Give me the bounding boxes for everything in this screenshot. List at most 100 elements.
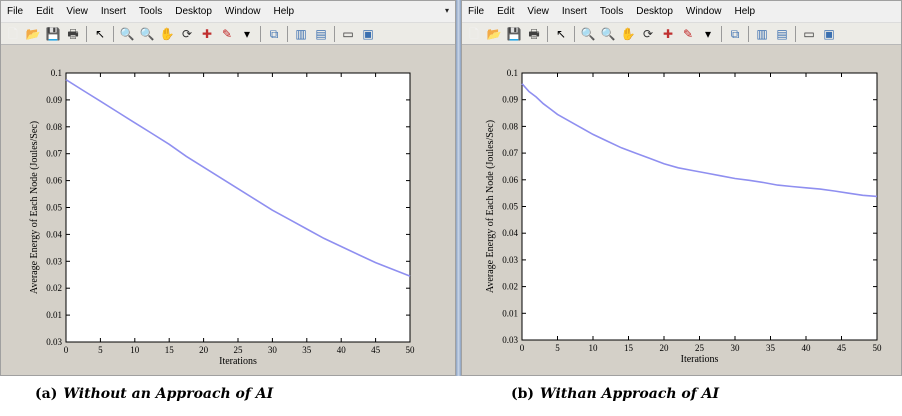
x-tick-label: 35 bbox=[766, 343, 776, 353]
menu-insert[interactable]: Insert bbox=[561, 6, 587, 17]
x-tick-label: 5 bbox=[98, 345, 103, 355]
y-tick-label: 0.04 bbox=[46, 229, 62, 239]
print-icon[interactable]: 🖶 bbox=[67, 26, 79, 41]
pointer-icon[interactable]: ↖ bbox=[555, 26, 567, 41]
y-tick-label: 0.03 bbox=[46, 256, 62, 266]
x-tick-label: 45 bbox=[837, 343, 847, 353]
show-plot-tools-icon[interactable]: ▣ bbox=[362, 26, 374, 41]
toolbar-separator bbox=[574, 25, 575, 42]
x-tick-label: 50 bbox=[406, 345, 416, 355]
menu-file[interactable]: File bbox=[7, 6, 24, 17]
pan-icon[interactable]: ✋ bbox=[159, 26, 175, 41]
x-tick-label: 0 bbox=[520, 343, 525, 353]
x-tick-label: 30 bbox=[268, 345, 278, 355]
y-tick-label: 0.05 bbox=[46, 203, 62, 213]
x-axis-label: Iterations bbox=[219, 356, 257, 367]
colorbar-icon[interactable]: ▥ bbox=[295, 26, 307, 41]
menu-view[interactable]: View bbox=[66, 6, 88, 17]
menu-tools[interactable]: Tools bbox=[599, 6, 624, 17]
rotate-3d-icon[interactable]: ⟳ bbox=[642, 26, 654, 41]
y-tick-label: 0.01 bbox=[46, 310, 62, 320]
hide-plot-tools-icon[interactable]: ▭ bbox=[342, 26, 354, 41]
x-tick-label: 10 bbox=[589, 343, 599, 353]
link-plot-icon[interactable]: ⧉ bbox=[730, 26, 740, 41]
open-file-icon[interactable]: 📂 bbox=[25, 26, 41, 41]
brush-menu-icon[interactable]: ▾ bbox=[243, 26, 251, 41]
x-tick-label: 25 bbox=[695, 343, 705, 353]
pan-icon[interactable]: ✋ bbox=[620, 26, 636, 41]
save-icon[interactable]: 💾 bbox=[45, 26, 61, 41]
brush-menu-icon[interactable]: ▾ bbox=[704, 26, 712, 41]
brush-icon[interactable]: ✎ bbox=[682, 26, 694, 41]
new-figure-icon[interactable]: 🗋 bbox=[469, 26, 479, 41]
menubar: File Edit View Insert Tools Desktop Wind… bbox=[462, 1, 901, 23]
y-tick-label: 0.03 bbox=[502, 255, 518, 265]
menu-view[interactable]: View bbox=[527, 6, 549, 17]
zoom-out-icon[interactable]: 🔍 bbox=[600, 26, 616, 41]
menu-edit[interactable]: Edit bbox=[36, 6, 54, 17]
menu-window[interactable]: Window bbox=[685, 6, 722, 17]
y-axis-label: Average Energy of Each Node (Joules/Sec) bbox=[29, 121, 40, 294]
figure-toolbar: 🗋 📂 💾 🖶 ↖ 🔍 🔍 ✋ ⟳ ✚ ✎ ▾ ⧉ ▥ ▤ ▭ ▣ bbox=[1, 23, 455, 45]
zoom-in-icon[interactable]: 🔍 bbox=[119, 26, 135, 41]
y-tick-label: 0.07 bbox=[502, 148, 518, 158]
y-tick-label: 0.08 bbox=[502, 121, 518, 131]
plot-area bbox=[65, 72, 411, 343]
menu-edit[interactable]: Edit bbox=[497, 6, 515, 17]
menu-window[interactable]: Window bbox=[224, 6, 261, 17]
y-tick-label: 0.03 bbox=[502, 335, 518, 345]
hide-plot-tools-icon[interactable]: ▭ bbox=[803, 26, 815, 41]
y-tick-label: 0.07 bbox=[46, 149, 62, 159]
caption-a: (a) Without an Approach of AI bbox=[35, 386, 273, 402]
legend-icon[interactable]: ▤ bbox=[315, 26, 327, 41]
x-tick-label: 50 bbox=[873, 343, 883, 353]
zoom-in-icon[interactable]: 🔍 bbox=[580, 26, 596, 41]
colorbar-icon[interactable]: ▥ bbox=[756, 26, 768, 41]
x-tick-label: 0 bbox=[64, 345, 69, 355]
caption-tag: (a) bbox=[35, 386, 58, 402]
x-tick-label: 15 bbox=[624, 343, 634, 353]
new-figure-icon[interactable]: 🗋 bbox=[8, 26, 18, 41]
caption-text: Without an Approach of AI bbox=[63, 386, 274, 402]
menu-help[interactable]: Help bbox=[273, 6, 295, 17]
series-line bbox=[65, 79, 411, 277]
brush-icon[interactable]: ✎ bbox=[221, 26, 233, 41]
menu-overflow-icon[interactable]: ▾ bbox=[444, 6, 449, 15]
figure-toolbar: 🗋 📂 💾 🖶 ↖ 🔍 🔍 ✋ ⟳ ✚ ✎ ▾ ⧉ ▥ ▤ ▭ ▣ bbox=[462, 23, 901, 45]
legend-icon[interactable]: ▤ bbox=[776, 26, 788, 41]
print-icon[interactable]: 🖶 bbox=[528, 26, 540, 41]
toolbar-separator bbox=[795, 25, 796, 42]
y-tick-label: 0.09 bbox=[46, 95, 62, 105]
data-cursor-icon[interactable]: ✚ bbox=[201, 26, 213, 41]
menu-insert[interactable]: Insert bbox=[100, 6, 126, 17]
series-line bbox=[521, 83, 878, 198]
caption-b: (b) Withan Approach of AI bbox=[511, 386, 719, 402]
chart-a: 0 5 10 15 20 25 30 35 40 45 50 0.03 0.01 0.02 0.03 0.04… bbox=[29, 68, 416, 367]
window-splitter[interactable] bbox=[456, 0, 461, 376]
x-tick-label: 20 bbox=[199, 345, 209, 355]
plot-area bbox=[521, 72, 878, 341]
zoom-out-icon[interactable]: 🔍 bbox=[139, 26, 155, 41]
save-icon[interactable]: 💾 bbox=[506, 26, 522, 41]
menu-desktop[interactable]: Desktop bbox=[636, 6, 673, 17]
menu-desktop[interactable]: Desktop bbox=[175, 6, 212, 17]
pointer-icon[interactable]: ↖ bbox=[94, 26, 106, 41]
show-plot-tools-icon[interactable]: ▣ bbox=[823, 26, 835, 41]
data-cursor-icon[interactable]: ✚ bbox=[662, 26, 674, 41]
x-tick-label: 45 bbox=[371, 345, 381, 355]
x-tick-label: 20 bbox=[660, 343, 670, 353]
menu-help[interactable]: Help bbox=[734, 6, 756, 17]
menu-file[interactable]: File bbox=[468, 6, 485, 17]
y-tick-label: 0.05 bbox=[502, 202, 518, 212]
y-tick-label: 0.01 bbox=[502, 308, 518, 318]
y-tick-label: 0.02 bbox=[502, 282, 518, 292]
toolbar-separator bbox=[721, 25, 722, 42]
chart-b: 0 5 10 15 20 25 30 35 40 45 50 0.03 0.01 0.02 0.03 0.04… bbox=[485, 68, 883, 365]
link-plot-icon[interactable]: ⧉ bbox=[269, 26, 279, 41]
caption-tag: (b) bbox=[511, 386, 535, 402]
open-file-icon[interactable]: 📂 bbox=[486, 26, 502, 41]
rotate-3d-icon[interactable]: ⟳ bbox=[181, 26, 193, 41]
x-tick-label: 40 bbox=[802, 343, 812, 353]
y-tick-label: 0.06 bbox=[502, 175, 518, 185]
menu-tools[interactable]: Tools bbox=[138, 6, 163, 17]
